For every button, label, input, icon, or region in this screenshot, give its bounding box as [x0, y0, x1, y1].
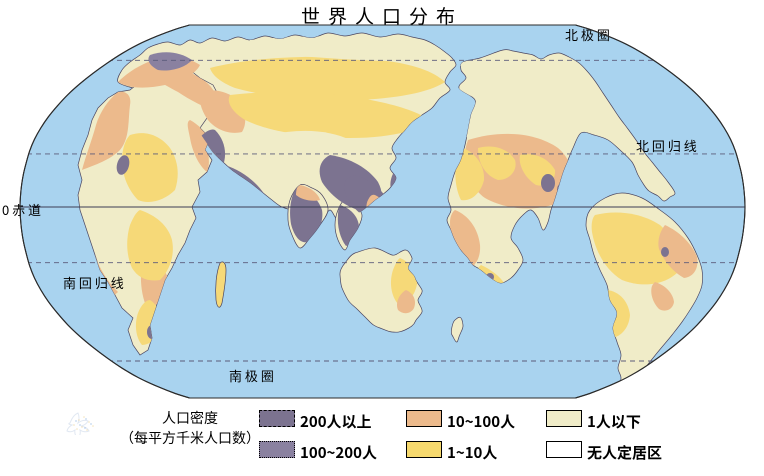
svg-text:南 极 圈: 南 极 圈 [229, 366, 274, 385]
svg-text:0 赤 道: 0 赤 道 [2, 200, 41, 219]
svg-text:北 回 归 线: 北 回 归 线 [636, 136, 697, 155]
svg-text:南 回 归 线: 南 回 归 线 [63, 273, 124, 292]
